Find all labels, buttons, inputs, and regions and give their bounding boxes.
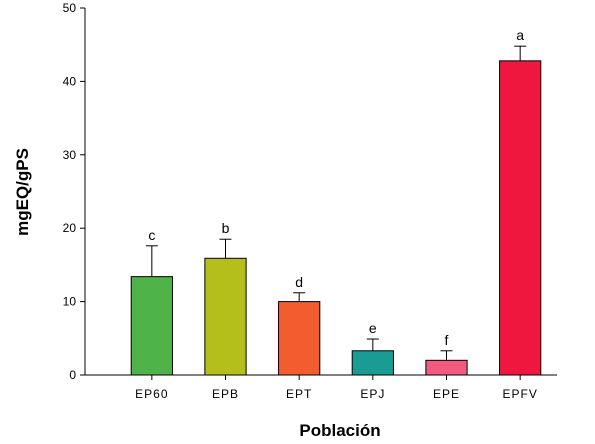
significance-letter: a <box>516 27 524 43</box>
significance-letter: c <box>148 227 155 243</box>
y-axis-ticks: 0 10 20 30 40 50 <box>63 1 85 382</box>
bar-epb <box>204 257 247 376</box>
y-tick-label: 10 <box>63 295 77 309</box>
x-axis-title: Población <box>299 421 380 440</box>
bar-epj <box>351 350 394 376</box>
y-tick-label: 20 <box>63 221 77 235</box>
significance-letter: b <box>222 220 230 236</box>
bar-ept <box>278 301 321 376</box>
x-tick-label: EPJ <box>360 387 385 401</box>
y-tick-label: 50 <box>63 1 77 15</box>
x-tick-label: EPE <box>433 387 460 401</box>
x-tick-label: EPB <box>212 387 239 401</box>
bar-epfv <box>499 60 542 376</box>
x-axis-ticks: EP60 EPB EPT EPJ EPE EPFV <box>135 375 537 401</box>
y-tick-label: 30 <box>63 148 77 162</box>
x-tick-label: EPT <box>286 387 312 401</box>
x-tick-label: EP60 <box>135 387 168 401</box>
y-tick-label: 0 <box>69 368 76 382</box>
y-tick-label: 40 <box>63 74 77 88</box>
significance-letter: e <box>369 320 377 336</box>
significance-letter: d <box>295 274 303 290</box>
x-tick-label: EPFV <box>502 387 537 401</box>
bars: c b d e f a <box>130 27 542 376</box>
y-axis-title: mgEQ/gPS <box>13 148 32 236</box>
bar-ep60 <box>130 276 173 376</box>
significance-letter: f <box>445 332 449 348</box>
bar-epe <box>425 359 468 376</box>
